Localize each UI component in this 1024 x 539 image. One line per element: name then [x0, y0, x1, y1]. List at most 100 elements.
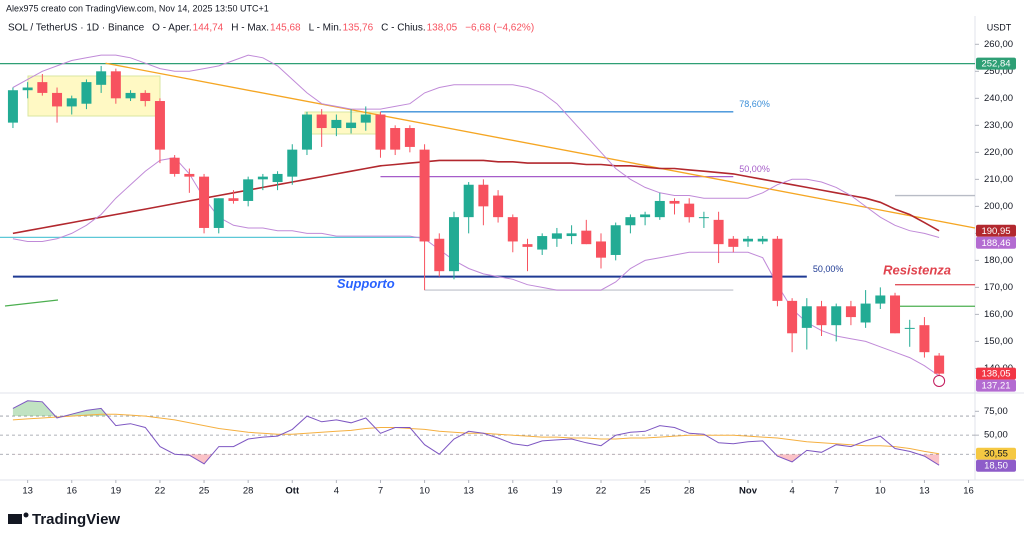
candle-body	[434, 238, 445, 272]
candle-body	[66, 98, 77, 107]
annotation: Resistenza	[883, 263, 951, 278]
y-tick-label: 240,00	[984, 93, 1013, 104]
legend-key: O - Aper.	[152, 23, 191, 34]
y-tick-label: 150,00	[984, 336, 1013, 347]
price-label-box	[976, 379, 1016, 392]
candle-body	[154, 101, 165, 150]
logo-mark	[23, 512, 29, 518]
legend-value: 145,68	[270, 23, 301, 34]
price-label-box	[976, 447, 1016, 460]
y-tick-label: 75,00	[984, 406, 1008, 417]
candle-body	[831, 306, 842, 326]
legend-key: H - Max.	[231, 23, 269, 34]
y-tick-label: 220,00	[984, 147, 1013, 158]
candle-body	[199, 176, 210, 228]
y-tick-label: 50,00	[984, 430, 1008, 441]
candle-body	[287, 149, 298, 177]
x-tick-label: Ott	[285, 486, 300, 497]
candle-body	[228, 198, 239, 201]
price-label: 18,50	[984, 461, 1008, 472]
candle-body	[22, 87, 33, 91]
legend-value: 138,05	[427, 23, 458, 34]
y-tick-label: 210,00	[984, 174, 1013, 185]
indicator-line	[12, 54, 940, 238]
candle-body	[654, 200, 665, 218]
candle-body	[125, 92, 136, 99]
candle-body	[96, 71, 107, 85]
logo-mark	[8, 514, 22, 524]
candle-body	[904, 327, 915, 329]
price-label: 137,21	[981, 381, 1010, 392]
level-label: 78,60%	[739, 99, 770, 109]
x-tick-label: 16	[963, 486, 974, 497]
legend-change: −6,68 (−4,62%)	[465, 23, 534, 34]
author: Alex975 creato con TradingView.com, Nov …	[6, 3, 269, 13]
candle-body	[684, 203, 695, 218]
candle-body	[772, 238, 783, 301]
level-label: 50,00%	[739, 164, 770, 174]
candle-body	[140, 92, 151, 102]
x-tick-label: 7	[834, 486, 839, 497]
candle-body	[390, 128, 401, 150]
candle-body	[566, 233, 577, 237]
x-tick-label: 10	[419, 486, 430, 497]
price-label: 252,84	[981, 59, 1010, 70]
candle-body	[493, 195, 504, 218]
x-tick-label: Nov	[739, 486, 758, 497]
candle-body	[669, 200, 680, 204]
candle-body	[331, 119, 342, 129]
logo: TradingView	[8, 511, 120, 528]
x-tick-label: 4	[789, 486, 794, 497]
candle-body	[625, 217, 636, 226]
annotation: Supporto	[337, 276, 395, 291]
alert-icon	[933, 375, 946, 387]
x-tick-label: 16	[507, 486, 518, 497]
rsi-ma-line	[12, 413, 940, 455]
x-tick-label: 13	[22, 486, 33, 497]
candle-body	[934, 355, 945, 374]
brand: TradingView	[32, 511, 120, 528]
x-tick-label: 10	[875, 486, 886, 497]
symbol: SOL / TetherUS · 1D · Binance	[8, 23, 145, 34]
trend-line	[105, 62, 976, 229]
candle-body	[301, 114, 312, 150]
candle-body	[522, 244, 533, 247]
candle-body	[81, 82, 92, 104]
x-tick-label: 13	[919, 486, 930, 497]
price-label-box	[976, 459, 1016, 472]
candle-body	[845, 306, 856, 318]
y-tick-label: 170,00	[984, 282, 1013, 293]
drawing-line	[4, 299, 59, 307]
candle-body	[346, 122, 357, 129]
y-tick-label: 180,00	[984, 255, 1013, 266]
candle-body	[860, 303, 871, 323]
currency: USDT	[987, 22, 1012, 32]
candle-body	[713, 219, 724, 245]
candle-body	[272, 173, 283, 183]
candle-body	[581, 230, 592, 245]
candle-body	[213, 198, 224, 228]
candle-body	[184, 173, 195, 177]
y-tick-label: 260,00	[984, 39, 1013, 50]
candle-body	[507, 217, 518, 242]
candle-body	[816, 306, 827, 326]
price-label: 190,95	[981, 226, 1010, 237]
candle-body	[316, 114, 327, 129]
y-tick-label: 160,00	[984, 309, 1013, 320]
candle-body	[7, 90, 18, 123]
candle-body	[595, 241, 606, 258]
candle-body	[463, 184, 474, 218]
candle-body	[787, 300, 798, 334]
price-label-box	[976, 57, 1016, 70]
candle-body	[537, 236, 548, 250]
x-tick-label: 28	[243, 486, 254, 497]
level-label: 50,00%	[813, 264, 844, 274]
x-tick-label: 28	[684, 486, 695, 497]
candle-body	[919, 325, 930, 353]
candle-body	[698, 217, 709, 219]
candle-body	[110, 71, 121, 99]
candle-body	[419, 149, 430, 242]
candle-body	[169, 157, 180, 174]
